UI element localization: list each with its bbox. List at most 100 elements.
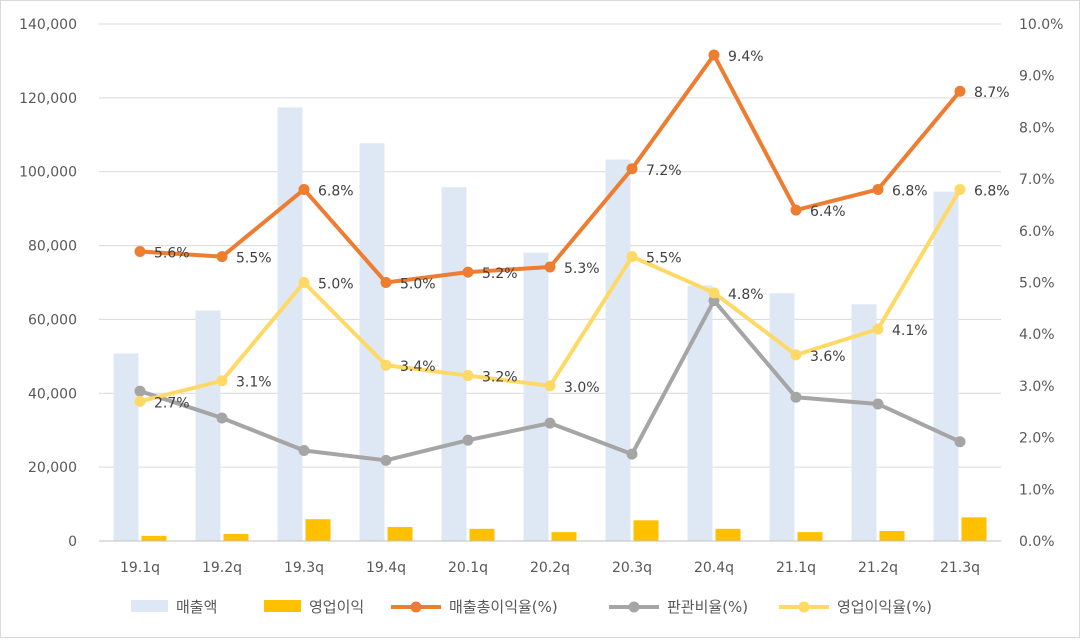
series-point xyxy=(216,412,228,424)
series-point xyxy=(954,183,966,195)
y-left-tick-label: 100,000 xyxy=(19,165,77,181)
data-label: 3.4% xyxy=(400,359,436,375)
legend-marker xyxy=(798,601,810,613)
data-label: 7.2% xyxy=(646,163,682,179)
series-point xyxy=(380,359,392,371)
y-left-tick-label: 0 xyxy=(68,534,77,550)
bar xyxy=(223,533,249,541)
series-point xyxy=(872,398,884,410)
series-line xyxy=(139,53,962,285)
legend: 매출액 영업이익 매출총이익율(%) 판관비율(%) 영업이익율(%) xyxy=(131,598,932,616)
series-point xyxy=(544,417,556,429)
x-tick-label: 21.1q xyxy=(776,560,816,576)
series-point xyxy=(298,183,310,195)
data-label: 3.1% xyxy=(236,375,272,391)
data-labels: 5.6% 5.5% 6.8% 5.0% 5.2% 5.3% 7.2% 9.4% 6.4% 6.8%… xyxy=(154,49,1010,411)
series-point xyxy=(298,445,310,457)
bar xyxy=(851,304,877,541)
gridlines xyxy=(99,23,1001,468)
bar xyxy=(551,532,577,541)
y-right-tick-label: 9.0% xyxy=(1019,69,1055,85)
y-left-tick-label: 80,000 xyxy=(28,239,77,255)
bar xyxy=(195,310,221,541)
data-label: 5.0% xyxy=(400,277,436,293)
data-label: 5.3% xyxy=(564,261,600,277)
y-right-tick-label: 1.0% xyxy=(1019,482,1055,498)
bar xyxy=(305,519,331,541)
x-tick-label: 21.3q xyxy=(940,560,980,576)
series-point xyxy=(708,49,720,61)
y-right-tick-label: 8.0% xyxy=(1019,120,1055,136)
series-point xyxy=(134,385,146,397)
series-point xyxy=(380,277,392,288)
bar xyxy=(113,353,139,541)
legend-swatch xyxy=(264,600,301,612)
x-tick-label: 20.2q xyxy=(530,560,570,576)
bar xyxy=(141,535,167,541)
series-point xyxy=(708,287,720,299)
y-right-tick-label: 7.0% xyxy=(1019,172,1055,188)
legend-label: 매출액 xyxy=(176,598,217,616)
data-label: 5.5% xyxy=(646,251,682,267)
series-point xyxy=(626,163,638,175)
y-left-tick-label: 60,000 xyxy=(28,312,77,328)
series-point xyxy=(872,183,884,195)
data-label: 6.8% xyxy=(974,183,1010,199)
x-tick-label: 19.1q xyxy=(120,560,160,576)
legend-marker xyxy=(628,601,640,613)
series-point xyxy=(216,375,228,387)
bar xyxy=(469,528,495,541)
data-label: 4.1% xyxy=(892,323,928,339)
bar xyxy=(715,528,741,541)
y-left-tick-label: 40,000 xyxy=(28,386,77,402)
series-point xyxy=(134,395,146,407)
y-right-tick-label: 6.0% xyxy=(1019,224,1055,240)
series-point xyxy=(872,323,884,335)
series-point xyxy=(134,245,146,257)
bar xyxy=(879,531,905,541)
y-left-tick-label: 20,000 xyxy=(28,460,77,476)
data-label: 6.8% xyxy=(892,183,928,199)
series-point xyxy=(462,434,474,446)
y-right-tick-label: 3.0% xyxy=(1019,379,1055,395)
data-label: 3.0% xyxy=(564,380,600,396)
bars xyxy=(113,107,987,542)
data-label: 6.8% xyxy=(318,183,354,199)
y-right-tick-label: 4.0% xyxy=(1019,327,1055,343)
legend-label: 매출총이익율(%) xyxy=(449,598,558,616)
x-axis: 19.1q 19.2q 19.3q 19.4q 20.1q 20.2q 20.3q 20.4q… xyxy=(99,540,1001,576)
legend-label: 판관비율(%) xyxy=(667,598,748,616)
series-point xyxy=(544,261,556,273)
series-point xyxy=(708,295,720,307)
y-right-tick-label: 10.0% xyxy=(1019,17,1063,33)
x-tick-label: 19.2q xyxy=(202,560,242,576)
bar xyxy=(387,526,413,541)
series-point xyxy=(380,454,392,466)
x-tick-label: 20.3q xyxy=(612,560,652,576)
x-tick-label: 20.4q xyxy=(694,560,734,576)
series-point xyxy=(954,85,966,97)
series-point xyxy=(790,391,802,403)
y-left-tick-label: 120,000 xyxy=(19,91,77,107)
data-label: 5.5% xyxy=(236,251,272,267)
data-label: 2.7% xyxy=(154,395,190,411)
bar xyxy=(523,252,549,541)
legend-label: 영업이익율(%) xyxy=(837,598,932,616)
data-label: 8.7% xyxy=(974,85,1010,101)
bar xyxy=(933,191,959,542)
bar xyxy=(769,293,795,541)
legend-marker xyxy=(410,601,422,613)
y-right-tick-label: 5.0% xyxy=(1019,276,1055,292)
y-axis-right: 0.0% 1.0% 2.0% 3.0% 4.0% 5.0% 6.0% 7.0% 8.0% 9.0%… xyxy=(1019,17,1063,550)
bar xyxy=(605,159,631,541)
data-label: 3.2% xyxy=(482,370,518,386)
bar xyxy=(441,187,467,541)
series-point xyxy=(462,266,474,278)
series-point xyxy=(216,251,228,263)
data-label: 3.6% xyxy=(810,349,846,365)
series-point xyxy=(790,349,802,361)
series-point xyxy=(544,380,556,392)
bar xyxy=(797,532,823,541)
series-point xyxy=(462,370,474,382)
